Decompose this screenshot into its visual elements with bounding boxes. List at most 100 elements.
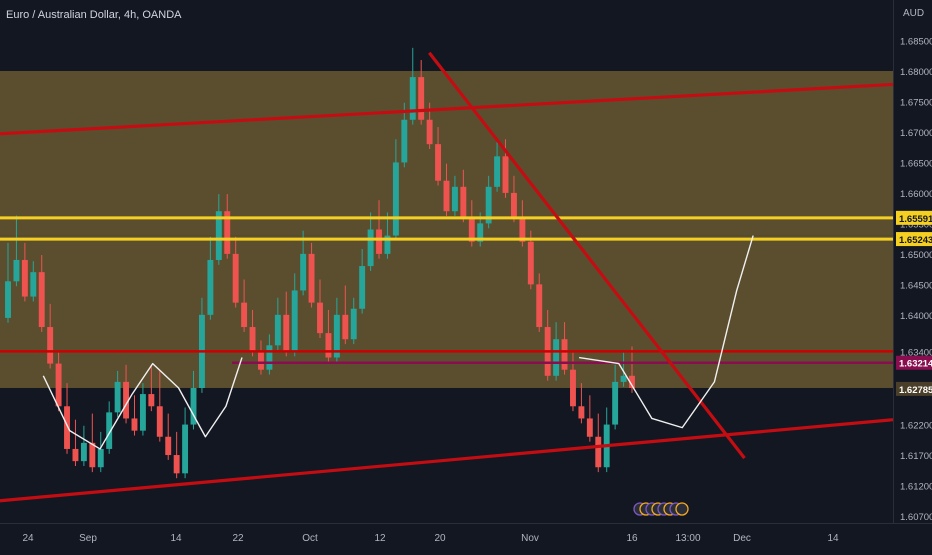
candle [527, 241, 534, 285]
candle [519, 217, 526, 242]
y-tick-label: 1.64000 [900, 311, 932, 322]
candle [156, 406, 163, 437]
candle [350, 308, 357, 340]
y-tick-label: 1.60700 [900, 512, 932, 523]
price-label-box [896, 210, 932, 225]
candle [190, 387, 197, 425]
y-tick-label: 1.61200 [900, 482, 932, 493]
x-tick-label: 20 [434, 533, 446, 544]
y-tick-label: 1.61700 [900, 451, 932, 462]
candle [5, 281, 11, 318]
x-tick-label: Dec [733, 533, 751, 544]
lower-zone [0, 235, 893, 388]
candle [72, 448, 79, 462]
y-tick-label: 1.63400 [900, 347, 932, 358]
candle [55, 363, 62, 407]
x-tick-label: 22 [232, 533, 244, 544]
candle [443, 180, 450, 212]
lower-channel-line [0, 418, 894, 503]
y-tick-label: 1.65500 [900, 219, 932, 230]
x-tick-label: 24 [22, 533, 34, 544]
candle [21, 259, 28, 297]
candle [494, 156, 501, 187]
candle [435, 144, 442, 181]
candle [38, 272, 45, 328]
candle [308, 253, 315, 303]
falling-trend-line [428, 51, 746, 460]
pattern-curve [42, 357, 243, 450]
candle [249, 327, 256, 352]
price-label: 1.62785 [899, 385, 932, 396]
x-tick-label: Sep [79, 533, 97, 544]
candle [317, 302, 323, 334]
candle [165, 436, 172, 456]
candle [114, 381, 121, 413]
candle [173, 455, 180, 474]
y-tick-label: 1.68500 [900, 37, 932, 48]
candle [629, 375, 635, 388]
price-label-box [896, 232, 932, 247]
candle [595, 436, 602, 468]
candle [586, 418, 593, 437]
candle [30, 272, 37, 297]
candle [409, 77, 416, 120]
candle [325, 333, 332, 358]
candle [426, 119, 433, 145]
candle [13, 259, 20, 282]
price-label-box [896, 381, 932, 396]
price-label-box [896, 355, 932, 370]
candle [89, 442, 96, 468]
candle [106, 412, 113, 449]
candle [215, 211, 222, 260]
candle [241, 302, 248, 328]
candle [266, 345, 273, 370]
candle [367, 229, 374, 267]
candle [570, 369, 576, 407]
candle [291, 290, 298, 352]
candle [139, 394, 146, 431]
x-tick-label: Oct [302, 533, 318, 544]
y-tick-label: 1.64500 [900, 280, 932, 291]
x-tick-label: 14 [170, 533, 182, 544]
candle [64, 406, 70, 449]
candle [148, 394, 155, 407]
candle [553, 339, 560, 376]
candle [123, 381, 130, 419]
candle [182, 424, 189, 474]
x-tick-label: 16 [626, 533, 638, 544]
candle [477, 223, 484, 242]
x-tick-label: 12 [374, 533, 386, 544]
candle [418, 77, 425, 120]
price-label: 1.63214 [899, 359, 932, 370]
x-tick-label: Nov [521, 533, 539, 544]
candle [359, 266, 366, 309]
candle [620, 375, 627, 382]
upper-channel-line [0, 82, 894, 136]
candle [536, 284, 543, 328]
candle [401, 119, 408, 163]
event-marker-icon [675, 502, 689, 516]
candle [612, 381, 619, 425]
candle [392, 162, 399, 236]
y-tick-label: 1.67000 [900, 128, 932, 139]
candle [283, 314, 290, 352]
price-label: 1.65591 [899, 214, 932, 225]
candle [561, 339, 568, 370]
x-tick-label: 14 [827, 533, 839, 544]
candle [80, 442, 87, 462]
candle [485, 186, 492, 224]
candle [510, 192, 517, 218]
candle [460, 186, 467, 218]
candle [468, 217, 475, 242]
candle [47, 327, 54, 364]
y-tick-label: 1.68000 [900, 67, 932, 78]
currency-label: AUD [903, 8, 925, 19]
chart-title: Euro / Australian Dollar, 4h, OANDA [6, 9, 182, 21]
candle [333, 314, 340, 358]
candle [342, 314, 349, 340]
projection-curve [579, 235, 754, 429]
candle [131, 418, 138, 431]
y-tick-label: 1.62200 [900, 421, 932, 432]
